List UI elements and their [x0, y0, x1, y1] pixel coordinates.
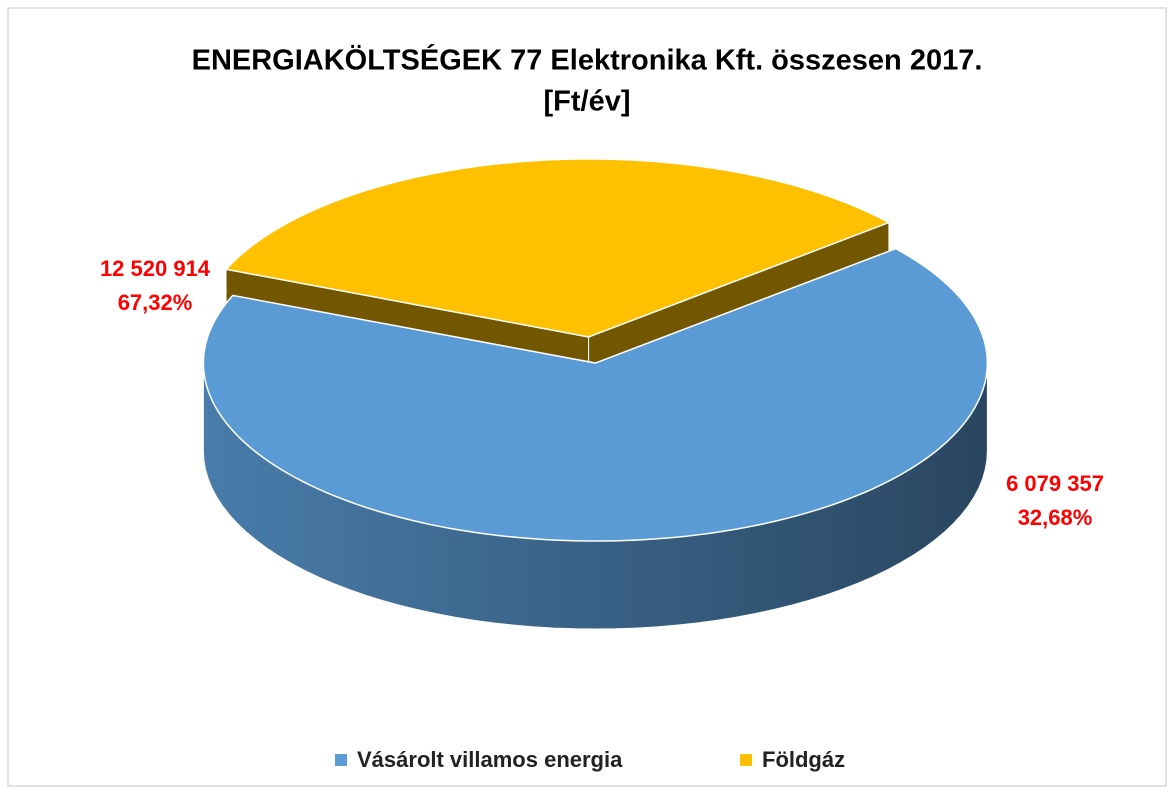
legend-label: Vásárolt villamos energia [357, 747, 623, 772]
legend-swatch [335, 754, 347, 766]
slice [202, 247, 989, 542]
data-label: 67,32% [118, 290, 193, 315]
legend-label: Földgáz [762, 747, 845, 772]
slice [224, 158, 891, 338]
chart-title: [Ft/év] [544, 86, 631, 118]
data-label: 32,68% [1018, 505, 1093, 530]
legend-swatch [740, 754, 752, 766]
data-label: 6 079 357 [1006, 471, 1104, 496]
data-label: 12 520 914 [100, 256, 211, 281]
chart-title: ENERGIAKÖLTSÉGEK 77 Elektronika Kft. öss… [192, 43, 983, 77]
